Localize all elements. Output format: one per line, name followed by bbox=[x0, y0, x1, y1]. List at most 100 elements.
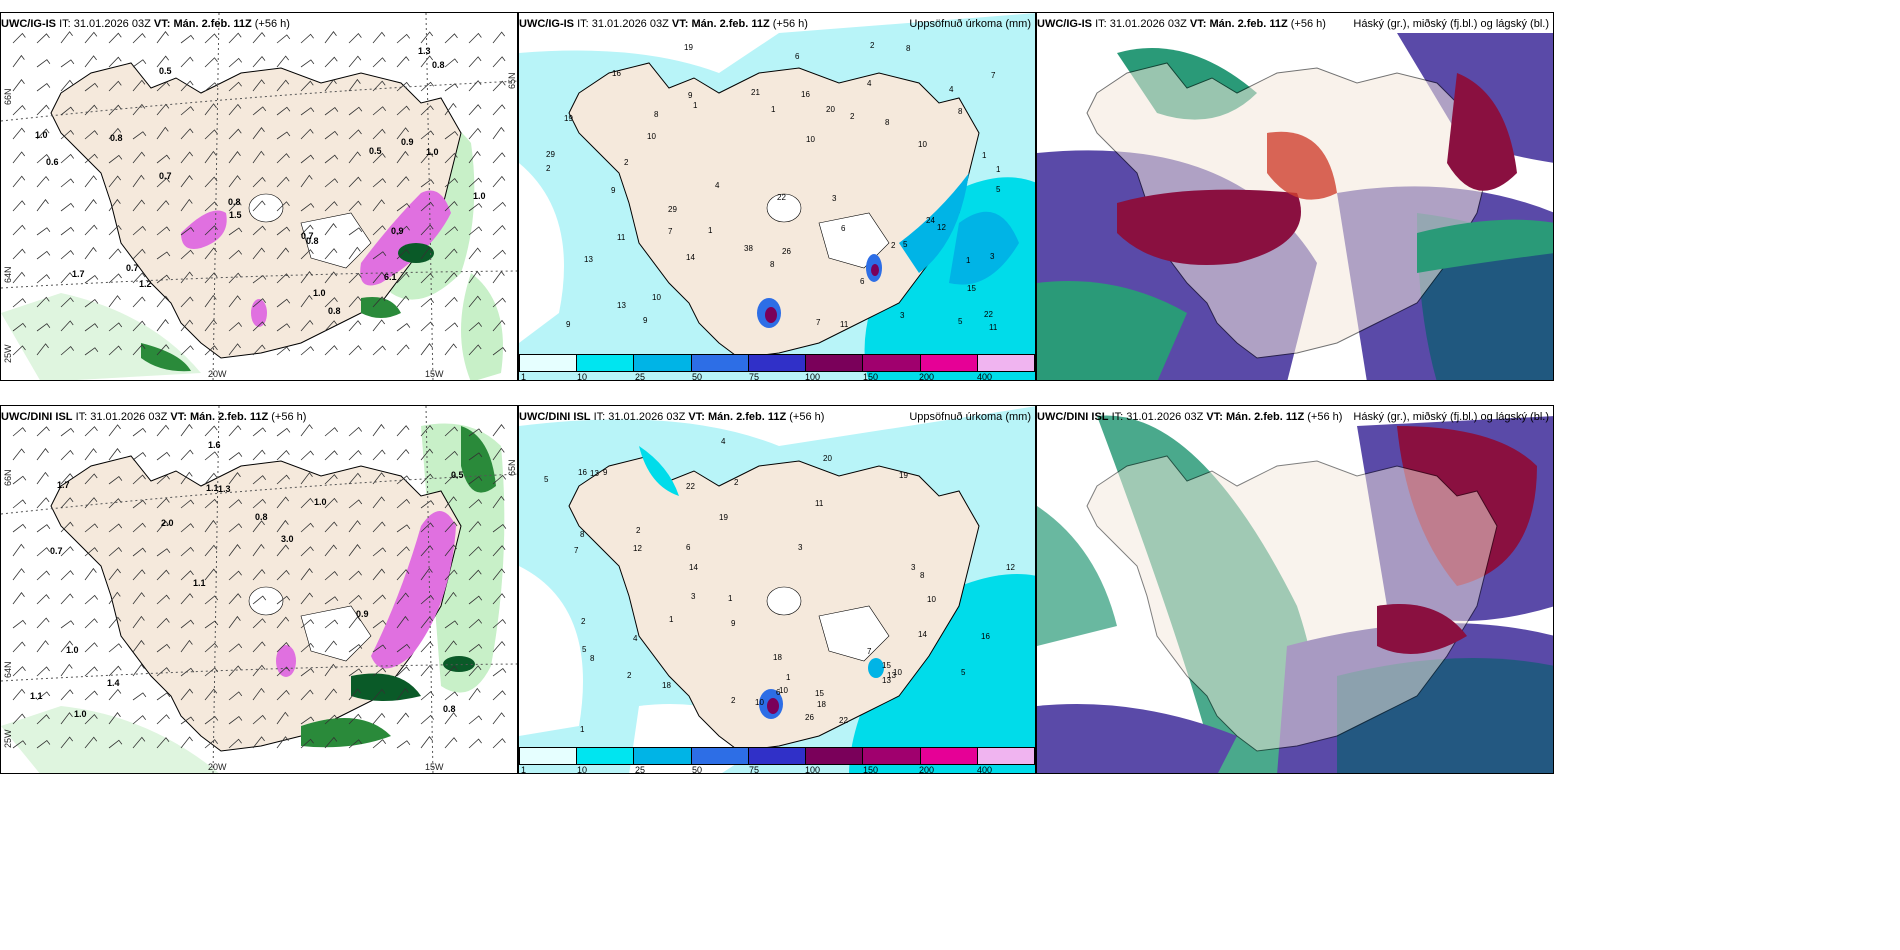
map-value-label: 8 bbox=[885, 118, 890, 127]
map-value-label: 7 bbox=[668, 227, 673, 236]
map-value-label: 1 bbox=[693, 101, 698, 110]
map-value-label: 1.0 bbox=[426, 147, 439, 157]
map-value-label: 6 bbox=[776, 688, 781, 697]
map-value-label: 0.8 bbox=[110, 133, 123, 143]
map-value-label: 16 bbox=[801, 90, 810, 99]
map-value-label: 1 bbox=[982, 151, 987, 160]
map-value-label: 3 bbox=[911, 563, 916, 572]
panel-header: UWC/DINI ISL IT: 31.01.2026 03Z VT: Mán.… bbox=[1, 410, 306, 424]
legend-tick: 25 bbox=[635, 372, 645, 381]
map-value-label: 0.9 bbox=[401, 137, 414, 147]
map-value-label: 10 bbox=[647, 132, 656, 141]
lead-time: (+56 h) bbox=[1291, 18, 1326, 30]
map-value-label: 1.7 bbox=[72, 269, 85, 279]
map-value-label: 11 bbox=[617, 233, 626, 242]
map-value-label: 2 bbox=[636, 526, 641, 535]
it-value: 31.01.2026 03Z bbox=[1110, 18, 1187, 30]
map-value-label: 5 bbox=[544, 475, 549, 484]
wind-map-top: 0.80.50.70.8 0.91.01.00.71.51.21.71.00.80… bbox=[1, 13, 518, 381]
map-value-label: 1.0 bbox=[66, 645, 79, 655]
map-value-label: 4 bbox=[867, 79, 872, 88]
map-value-label: 3.0 bbox=[281, 534, 294, 544]
map-value-label: 5 bbox=[582, 645, 587, 654]
precip-map-bottom: 2135128102324510221918151316891012141518… bbox=[519, 406, 1036, 774]
map-value-label: 20 bbox=[823, 454, 832, 463]
legend-tick: 75 bbox=[749, 765, 759, 774]
map-value-label: 1.3 bbox=[418, 46, 431, 56]
map-value-label: 3 bbox=[798, 543, 803, 552]
it-label: IT: bbox=[577, 18, 589, 30]
map-value-label: 16 bbox=[612, 69, 621, 78]
map-value-label: 15 bbox=[815, 689, 824, 698]
panel-header: UWC/IG-IS IT: 31.01.2026 03Z VT: Mán. 2.… bbox=[1, 17, 290, 31]
vt-label: VT: bbox=[170, 411, 187, 423]
legend-tick: 400 bbox=[977, 372, 992, 381]
map-value-label: 12 bbox=[1006, 563, 1015, 572]
it-label: IT: bbox=[59, 18, 71, 30]
map-value-label: 13 bbox=[617, 301, 626, 310]
legend-swatch bbox=[806, 355, 863, 371]
map-value-label: 0.8 bbox=[328, 306, 341, 316]
it-label: IT: bbox=[1112, 411, 1124, 423]
legend-tick: 50 bbox=[692, 372, 702, 381]
legend-swatch bbox=[634, 355, 691, 371]
map-value-label: 0.8 bbox=[443, 704, 456, 714]
map-value-label: 0.8 bbox=[306, 236, 319, 246]
map-value-label: 1 bbox=[996, 165, 1001, 174]
legend-tick: 25 bbox=[635, 765, 645, 774]
map-value-label: 1.7 bbox=[57, 480, 70, 490]
legend-tick: 10 bbox=[577, 765, 587, 774]
legend-swatch bbox=[921, 355, 978, 371]
map-value-label: 19 bbox=[564, 114, 573, 123]
legend-swatch bbox=[577, 355, 634, 371]
map-value-label: 8 bbox=[958, 107, 963, 116]
map-value-label: 8 bbox=[590, 654, 595, 663]
map-value-label: 0.8 bbox=[432, 60, 445, 70]
map-value-label: 9 bbox=[603, 468, 608, 477]
map-value-label: 15 bbox=[882, 661, 891, 670]
lon-label-25w: 25W bbox=[3, 729, 13, 748]
model-name: UWC/DINI ISL bbox=[1037, 411, 1109, 423]
legend-swatch bbox=[978, 355, 1034, 371]
map-value-label: 1 bbox=[786, 673, 791, 682]
legend-tick: 1 bbox=[521, 765, 526, 774]
map-value-label: 26 bbox=[782, 247, 791, 256]
map-value-label: 8 bbox=[580, 530, 585, 539]
map-value-label: 1.1 bbox=[193, 578, 206, 588]
map-value-label: 22 bbox=[777, 193, 786, 202]
map-value-label: 19 bbox=[899, 471, 908, 480]
map-value-label: 9 bbox=[566, 320, 571, 329]
map-value-label: 24 bbox=[926, 216, 935, 225]
map-value-label: 19 bbox=[719, 513, 728, 522]
map-value-label: 3 bbox=[832, 194, 837, 203]
lat-label-66n: 66N bbox=[3, 88, 13, 105]
panel-bottom-right-cloud-map: UWC/DINI ISL IT: 31.01.2026 03Z VT: Mán.… bbox=[1036, 405, 1554, 774]
legend-swatch bbox=[577, 748, 634, 764]
legend-tick: 100 bbox=[805, 765, 820, 774]
legend-swatch bbox=[921, 748, 978, 764]
map-value-label: 4 bbox=[949, 85, 954, 94]
legend-swatch bbox=[520, 355, 577, 371]
map-value-label: 2 bbox=[870, 41, 875, 50]
wind-map-bottom: 0.80.70.51.11.01.01.10.81.02.01.11.41.33… bbox=[1, 406, 518, 774]
map-value-label: 0.8 bbox=[228, 197, 241, 207]
legend-swatch bbox=[692, 355, 749, 371]
lead-time: (+56 h) bbox=[1307, 411, 1342, 423]
lead-time: (+56 h) bbox=[271, 411, 306, 423]
map-value-label: 16 bbox=[981, 632, 990, 641]
legend-tick: 75 bbox=[749, 372, 759, 381]
lon-label-20w: 20W bbox=[208, 762, 227, 772]
lead-time: (+56 h) bbox=[789, 411, 824, 423]
map-value-label: 4 bbox=[715, 181, 720, 190]
map-value-label: 2 bbox=[891, 241, 896, 250]
legend-tick: 200 bbox=[919, 372, 934, 381]
map-value-label: 8 bbox=[770, 260, 775, 269]
map-value-label: 5 bbox=[961, 668, 966, 677]
map-value-label: 11 bbox=[989, 323, 998, 332]
map-value-label: 29 bbox=[546, 150, 555, 159]
vt-value: Mán. 2.feb. 11Z bbox=[190, 411, 268, 423]
map-value-label: 14 bbox=[689, 563, 698, 572]
legend-swatch bbox=[806, 748, 863, 764]
vt-label: VT: bbox=[688, 411, 705, 423]
map-value-label: 1.0 bbox=[473, 191, 486, 201]
